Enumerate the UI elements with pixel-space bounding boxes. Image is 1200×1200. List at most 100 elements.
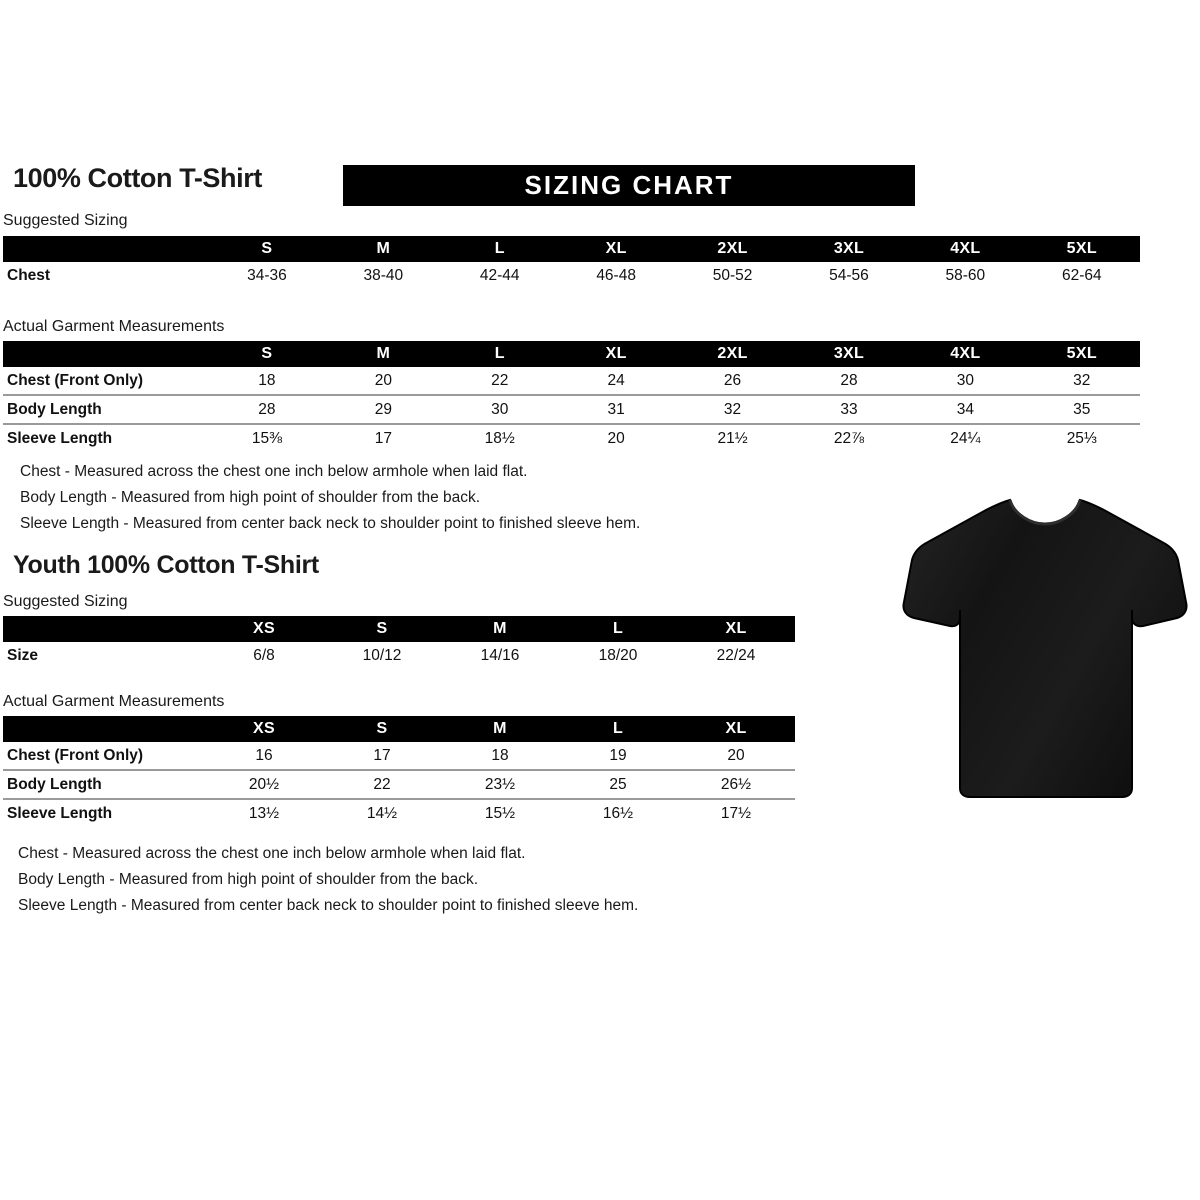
column-header bbox=[3, 341, 209, 367]
table-row: Size 6/8 10/12 14/16 18/20 22/24 bbox=[3, 642, 795, 669]
note-line: Body Length - Measured from high point o… bbox=[20, 489, 481, 506]
column-header bbox=[3, 616, 205, 642]
table-cell: 6/8 bbox=[205, 642, 323, 669]
column-header: S bbox=[261, 240, 273, 257]
sizing-chart-banner: SIZING CHART bbox=[343, 165, 915, 206]
table-cell: 22⅞ bbox=[790, 423, 908, 452]
table-row: Sleeve Length 13½ 14½ 15½ 16½ 17½ bbox=[3, 798, 795, 827]
youth-section-title: Youth 100% Cotton T-Shirt bbox=[13, 551, 319, 579]
column-header: 4XL bbox=[950, 345, 981, 362]
table-cell: 34-36 bbox=[208, 262, 326, 289]
table-cell: 46-48 bbox=[557, 262, 675, 289]
table-cell: 18/20 bbox=[559, 642, 677, 669]
table-cell: 28 bbox=[790, 367, 908, 395]
table-cell: 35 bbox=[1023, 394, 1140, 424]
row-label: Sleeve Length bbox=[3, 423, 209, 452]
column-header: 2XL bbox=[717, 240, 748, 257]
table-cell: 17½ bbox=[677, 798, 795, 827]
table-cell: 20 bbox=[677, 742, 795, 770]
column-header: 3XL bbox=[833, 240, 865, 257]
note-line: Chest - Measured across the chest one in… bbox=[20, 463, 528, 480]
table-cell: 33 bbox=[790, 394, 908, 424]
column-header: 2XL bbox=[717, 345, 748, 362]
table-cell: 25⅓ bbox=[1023, 423, 1140, 452]
table-cell: 17 bbox=[325, 423, 442, 452]
table-cell: 22/24 bbox=[677, 642, 795, 669]
table-cell: 23½ bbox=[441, 769, 559, 799]
column-header: M bbox=[376, 240, 391, 257]
row-label: Sleeve Length bbox=[3, 798, 205, 827]
column-header: S bbox=[376, 720, 388, 737]
column-header: L bbox=[612, 620, 624, 637]
table-cell: 29 bbox=[325, 394, 442, 424]
table-cell: 42-44 bbox=[441, 262, 558, 289]
table-cell: 38-40 bbox=[325, 262, 442, 289]
adult-actual-measurements-table: S M L XL 2XL 3XL 4XL 5XL Chest (Front On… bbox=[3, 341, 1140, 452]
table-cell: 14½ bbox=[323, 798, 441, 827]
note-line: Chest - Measured across the chest one in… bbox=[18, 845, 526, 862]
table-cell: 10/12 bbox=[323, 642, 441, 669]
youth-suggested-sizing-label: Suggested Sizing bbox=[3, 593, 128, 610]
column-header: 5XL bbox=[1066, 345, 1097, 362]
table-row: Body Length 20½ 22 23½ 25 26½ bbox=[3, 769, 795, 799]
table-cell: 34 bbox=[907, 394, 1024, 424]
row-label: Chest bbox=[3, 262, 209, 289]
table-cell: 24¼ bbox=[907, 423, 1024, 452]
column-header: M bbox=[376, 345, 391, 362]
row-label: Body Length bbox=[3, 394, 209, 424]
row-label: Chest (Front Only) bbox=[3, 742, 205, 770]
column-header: XL bbox=[605, 345, 627, 362]
column-header: M bbox=[493, 720, 507, 737]
column-header: L bbox=[494, 345, 505, 362]
column-header: XL bbox=[725, 720, 747, 737]
youth-measurement-notes: Chest - Measured across the chest one in… bbox=[18, 841, 638, 919]
table-cell: 26½ bbox=[677, 769, 795, 799]
table-row: Chest (Front Only) 18 20 22 24 26 28 30 … bbox=[3, 367, 1140, 395]
row-label: Chest (Front Only) bbox=[3, 367, 209, 395]
adult-suggested-sizing-label: Suggested Sizing bbox=[3, 212, 128, 229]
column-header: XS bbox=[253, 720, 275, 737]
adult-actual-measurements-label: Actual Garment Measurements bbox=[3, 318, 225, 335]
table-row: Sleeve Length 15⅜ 17 18½ 20 21½ 22⅞ 24¼ … bbox=[3, 423, 1140, 452]
column-header: 4XL bbox=[950, 240, 981, 257]
table-header-row: S M L XL 2XL 3XL 4XL 5XL bbox=[3, 341, 1140, 367]
table-cell: 26 bbox=[674, 367, 791, 395]
table-cell: 17 bbox=[323, 742, 441, 770]
table-cell: 20 bbox=[325, 367, 442, 395]
note-line: Sleeve Length - Measured from center bac… bbox=[20, 515, 641, 532]
table-row: Chest 34-36 38-40 42-44 46-48 50-52 54-5… bbox=[3, 262, 1140, 289]
table-cell: 32 bbox=[674, 394, 791, 424]
table-row: Body Length 28 29 30 31 32 33 34 35 bbox=[3, 394, 1140, 424]
table-cell: 16½ bbox=[559, 798, 677, 827]
table-cell: 54-56 bbox=[790, 262, 908, 289]
column-header: XL bbox=[605, 240, 627, 257]
column-header: M bbox=[493, 620, 507, 637]
column-header: L bbox=[612, 720, 624, 737]
table-header-row: S M L XL 2XL 3XL 4XL 5XL bbox=[3, 236, 1140, 262]
row-label: Size bbox=[3, 642, 205, 669]
table-cell: 16 bbox=[205, 742, 323, 770]
adult-suggested-sizing-table: S M L XL 2XL 3XL 4XL 5XL Chest 34-36 38-… bbox=[3, 236, 1140, 289]
header-row: 100% Cotton T-Shirt SIZING CHART bbox=[10, 163, 1190, 209]
table-cell: 62-64 bbox=[1023, 262, 1140, 289]
tshirt-product-image bbox=[898, 470, 1190, 810]
table-row: Chest (Front Only) 16 17 18 19 20 bbox=[3, 742, 795, 770]
table-cell: 22 bbox=[441, 367, 558, 395]
column-header: S bbox=[261, 345, 273, 362]
table-cell: 18 bbox=[208, 367, 326, 395]
table-cell: 18½ bbox=[441, 423, 558, 452]
table-cell: 21½ bbox=[674, 423, 791, 452]
table-cell: 30 bbox=[441, 394, 558, 424]
table-cell: 15½ bbox=[441, 798, 559, 827]
table-cell: 58-60 bbox=[907, 262, 1024, 289]
table-cell: 32 bbox=[1023, 367, 1140, 395]
table-header-row: XS S M L XL bbox=[3, 616, 795, 642]
column-header: XL bbox=[725, 620, 747, 637]
column-header: XS bbox=[253, 620, 275, 637]
table-cell: 28 bbox=[208, 394, 326, 424]
note-line: Body Length - Measured from high point o… bbox=[18, 871, 479, 888]
table-cell: 30 bbox=[907, 367, 1024, 395]
table-cell: 24 bbox=[557, 367, 675, 395]
table-cell: 25 bbox=[559, 769, 677, 799]
